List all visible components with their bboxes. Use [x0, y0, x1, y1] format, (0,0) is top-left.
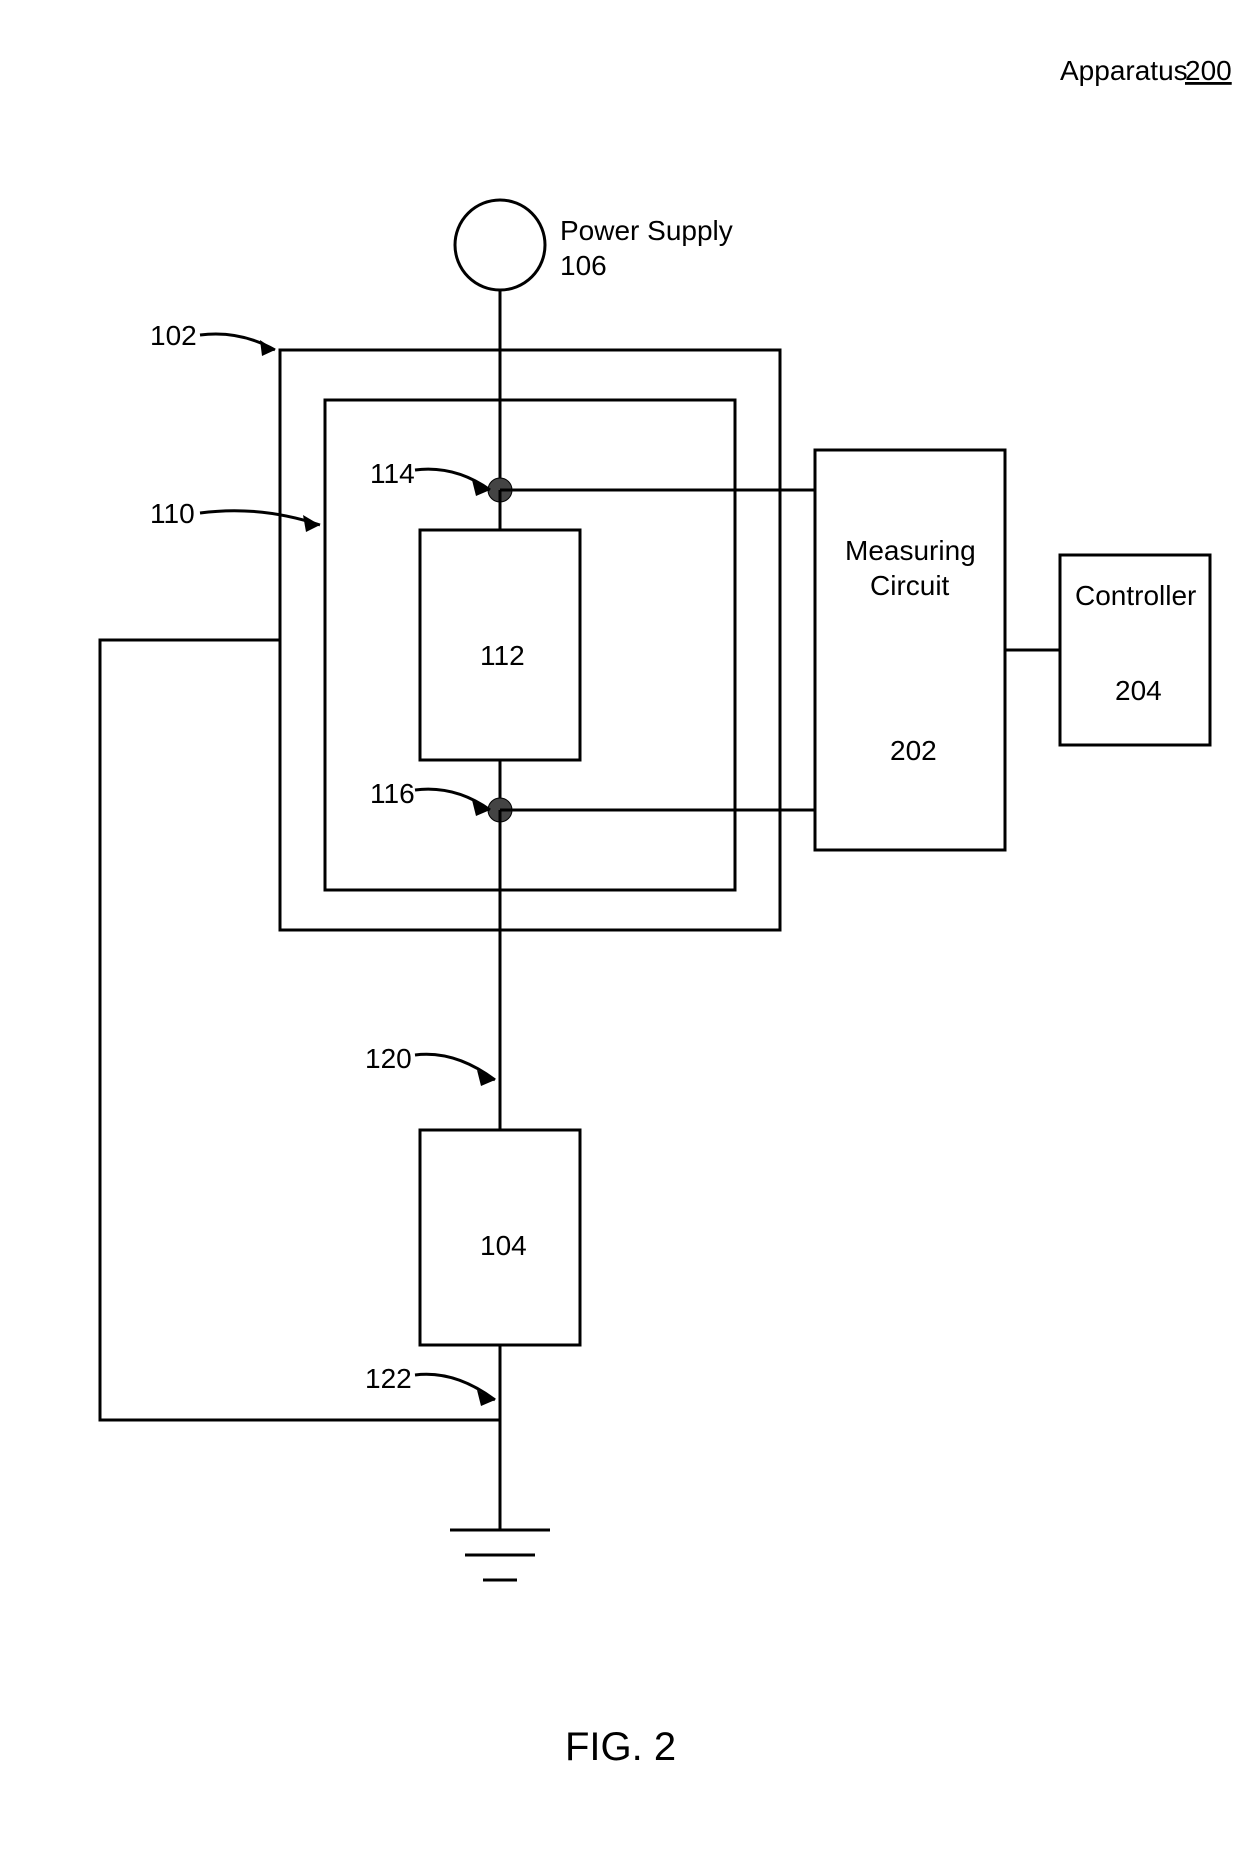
power-supply-label: Power Supply	[560, 215, 733, 246]
title-num: 200	[1185, 55, 1232, 86]
title-prefix: Apparatus	[1060, 55, 1188, 86]
leader-110	[200, 511, 320, 525]
num-114: 114	[370, 458, 415, 489]
num-116: 116	[370, 778, 415, 809]
ground-symbol	[450, 1530, 550, 1580]
num-102: 102	[150, 320, 197, 351]
num-104: 104	[480, 1230, 527, 1261]
ctrl-label: Controller	[1075, 580, 1196, 611]
num-120: 120	[365, 1043, 412, 1074]
meas-num: 202	[890, 735, 937, 766]
num-112: 112	[480, 640, 525, 671]
box-102	[280, 350, 780, 930]
apparatus-diagram: Apparatus 200 Power Supply 106 102 110 1…	[0, 0, 1240, 1849]
meas-label1: Measuring	[845, 535, 976, 566]
num-110: 110	[150, 498, 195, 529]
ctrl-num: 204	[1115, 675, 1162, 706]
power-supply-num: 106	[560, 250, 607, 281]
meas-label2: Circuit	[870, 570, 950, 601]
power-supply-symbol	[455, 200, 545, 290]
figure-label: FIG. 2	[565, 1725, 676, 1769]
wire-return	[100, 640, 500, 1420]
num-122: 122	[365, 1363, 412, 1394]
box-measuring-circuit	[815, 450, 1005, 850]
